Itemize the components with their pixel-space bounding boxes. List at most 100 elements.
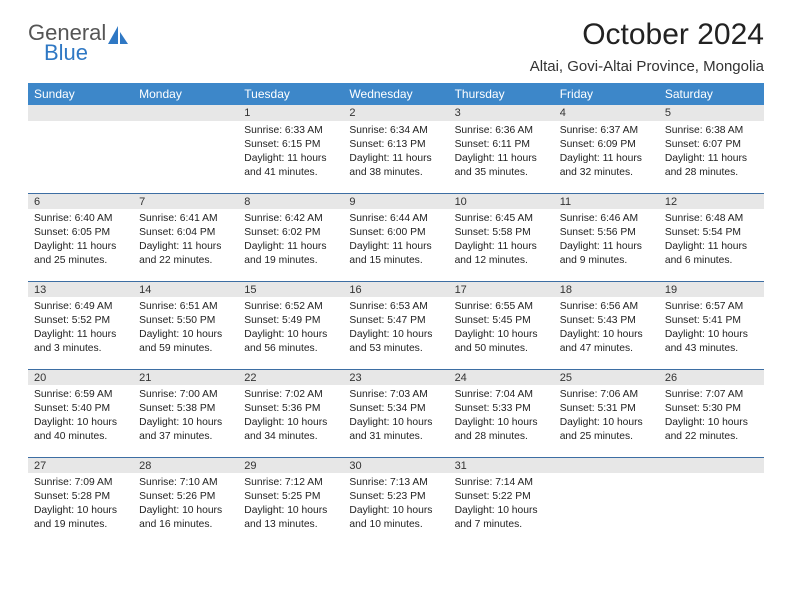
day-details: Sunrise: 6:59 AMSunset: 5:40 PMDaylight:… xyxy=(28,385,133,446)
daylight-text: Daylight: 10 hours and 59 minutes. xyxy=(139,328,232,356)
daylight-text: Daylight: 11 hours and 19 minutes. xyxy=(244,240,337,268)
day-details: Sunrise: 7:06 AMSunset: 5:31 PMDaylight:… xyxy=(554,385,659,446)
daylight-text: Daylight: 11 hours and 15 minutes. xyxy=(349,240,442,268)
sunrise-text: Sunrise: 6:55 AM xyxy=(455,300,548,314)
daylight-text: Daylight: 10 hours and 22 minutes. xyxy=(665,416,758,444)
day-number xyxy=(659,457,764,473)
calendar-day-cell: 22Sunrise: 7:02 AMSunset: 5:36 PMDayligh… xyxy=(238,369,343,457)
sunrise-text: Sunrise: 6:56 AM xyxy=(560,300,653,314)
sunrise-text: Sunrise: 6:41 AM xyxy=(139,212,232,226)
sunrise-text: Sunrise: 6:52 AM xyxy=(244,300,337,314)
daylight-text: Daylight: 10 hours and 19 minutes. xyxy=(34,504,127,532)
sunrise-text: Sunrise: 6:36 AM xyxy=(455,124,548,138)
day-details: Sunrise: 6:41 AMSunset: 6:04 PMDaylight:… xyxy=(133,209,238,270)
weekday-header: Wednesday xyxy=(343,83,448,105)
calendar-day-cell xyxy=(133,105,238,193)
title-block: October 2024 Altai, Govi-Altai Province,… xyxy=(530,18,764,75)
calendar-day-cell: 31Sunrise: 7:14 AMSunset: 5:22 PMDayligh… xyxy=(449,457,554,545)
sunset-text: Sunset: 5:25 PM xyxy=(244,490,337,504)
day-number: 24 xyxy=(449,369,554,385)
day-number: 3 xyxy=(449,105,554,121)
calendar-day-cell xyxy=(659,457,764,545)
sunrise-text: Sunrise: 6:34 AM xyxy=(349,124,442,138)
sunrise-text: Sunrise: 6:51 AM xyxy=(139,300,232,314)
daylight-text: Daylight: 11 hours and 3 minutes. xyxy=(34,328,127,356)
calendar-day-cell: 12Sunrise: 6:48 AMSunset: 5:54 PMDayligh… xyxy=(659,193,764,281)
day-details xyxy=(133,121,238,126)
day-number: 27 xyxy=(28,457,133,473)
calendar-week-row: 13Sunrise: 6:49 AMSunset: 5:52 PMDayligh… xyxy=(28,281,764,369)
day-number xyxy=(554,457,659,473)
sunrise-text: Sunrise: 6:40 AM xyxy=(34,212,127,226)
day-details: Sunrise: 6:51 AMSunset: 5:50 PMDaylight:… xyxy=(133,297,238,358)
day-number: 4 xyxy=(554,105,659,121)
day-number: 18 xyxy=(554,281,659,297)
day-details xyxy=(28,121,133,126)
sunset-text: Sunset: 5:52 PM xyxy=(34,314,127,328)
day-details: Sunrise: 7:07 AMSunset: 5:30 PMDaylight:… xyxy=(659,385,764,446)
sunrise-text: Sunrise: 7:10 AM xyxy=(139,476,232,490)
calendar-day-cell: 7Sunrise: 6:41 AMSunset: 6:04 PMDaylight… xyxy=(133,193,238,281)
sunset-text: Sunset: 5:36 PM xyxy=(244,402,337,416)
sunset-text: Sunset: 6:04 PM xyxy=(139,226,232,240)
sunset-text: Sunset: 5:58 PM xyxy=(455,226,548,240)
sunset-text: Sunset: 5:41 PM xyxy=(665,314,758,328)
day-details: Sunrise: 6:55 AMSunset: 5:45 PMDaylight:… xyxy=(449,297,554,358)
day-details: Sunrise: 6:40 AMSunset: 6:05 PMDaylight:… xyxy=(28,209,133,270)
sunset-text: Sunset: 5:50 PM xyxy=(139,314,232,328)
day-number: 11 xyxy=(554,193,659,209)
day-details: Sunrise: 6:42 AMSunset: 6:02 PMDaylight:… xyxy=(238,209,343,270)
day-details: Sunrise: 6:48 AMSunset: 5:54 PMDaylight:… xyxy=(659,209,764,270)
sunset-text: Sunset: 5:38 PM xyxy=(139,402,232,416)
day-number: 19 xyxy=(659,281,764,297)
day-details xyxy=(659,473,764,478)
weekday-header-row: Sunday Monday Tuesday Wednesday Thursday… xyxy=(28,83,764,105)
sunrise-text: Sunrise: 6:46 AM xyxy=(560,212,653,226)
calendar-day-cell: 15Sunrise: 6:52 AMSunset: 5:49 PMDayligh… xyxy=(238,281,343,369)
day-details xyxy=(554,473,659,478)
calendar-day-cell: 16Sunrise: 6:53 AMSunset: 5:47 PMDayligh… xyxy=(343,281,448,369)
sunrise-text: Sunrise: 6:49 AM xyxy=(34,300,127,314)
daylight-text: Daylight: 10 hours and 37 minutes. xyxy=(139,416,232,444)
sunset-text: Sunset: 6:09 PM xyxy=(560,138,653,152)
sunset-text: Sunset: 5:23 PM xyxy=(349,490,442,504)
day-number: 10 xyxy=(449,193,554,209)
day-number: 23 xyxy=(343,369,448,385)
day-details: Sunrise: 6:44 AMSunset: 6:00 PMDaylight:… xyxy=(343,209,448,270)
sunset-text: Sunset: 6:00 PM xyxy=(349,226,442,240)
calendar-day-cell: 3Sunrise: 6:36 AMSunset: 6:11 PMDaylight… xyxy=(449,105,554,193)
day-details: Sunrise: 6:34 AMSunset: 6:13 PMDaylight:… xyxy=(343,121,448,182)
calendar-day-cell: 6Sunrise: 6:40 AMSunset: 6:05 PMDaylight… xyxy=(28,193,133,281)
day-details: Sunrise: 6:37 AMSunset: 6:09 PMDaylight:… xyxy=(554,121,659,182)
day-details: Sunrise: 6:56 AMSunset: 5:43 PMDaylight:… xyxy=(554,297,659,358)
daylight-text: Daylight: 10 hours and 7 minutes. xyxy=(455,504,548,532)
sunset-text: Sunset: 5:22 PM xyxy=(455,490,548,504)
daylight-text: Daylight: 10 hours and 28 minutes. xyxy=(455,416,548,444)
daylight-text: Daylight: 10 hours and 25 minutes. xyxy=(560,416,653,444)
daylight-text: Daylight: 11 hours and 12 minutes. xyxy=(455,240,548,268)
calendar-day-cell: 18Sunrise: 6:56 AMSunset: 5:43 PMDayligh… xyxy=(554,281,659,369)
sunset-text: Sunset: 5:49 PM xyxy=(244,314,337,328)
calendar-week-row: 6Sunrise: 6:40 AMSunset: 6:05 PMDaylight… xyxy=(28,193,764,281)
day-details: Sunrise: 6:45 AMSunset: 5:58 PMDaylight:… xyxy=(449,209,554,270)
day-number: 17 xyxy=(449,281,554,297)
day-details: Sunrise: 7:09 AMSunset: 5:28 PMDaylight:… xyxy=(28,473,133,534)
day-details: Sunrise: 7:12 AMSunset: 5:25 PMDaylight:… xyxy=(238,473,343,534)
calendar-day-cell: 25Sunrise: 7:06 AMSunset: 5:31 PMDayligh… xyxy=(554,369,659,457)
daylight-text: Daylight: 10 hours and 16 minutes. xyxy=(139,504,232,532)
sunrise-text: Sunrise: 6:44 AM xyxy=(349,212,442,226)
day-details: Sunrise: 6:57 AMSunset: 5:41 PMDaylight:… xyxy=(659,297,764,358)
sunset-text: Sunset: 5:56 PM xyxy=(560,226,653,240)
daylight-text: Daylight: 11 hours and 9 minutes. xyxy=(560,240,653,268)
day-details: Sunrise: 6:38 AMSunset: 6:07 PMDaylight:… xyxy=(659,121,764,182)
sunrise-text: Sunrise: 6:53 AM xyxy=(349,300,442,314)
day-number: 1 xyxy=(238,105,343,121)
calendar-day-cell: 13Sunrise: 6:49 AMSunset: 5:52 PMDayligh… xyxy=(28,281,133,369)
daylight-text: Daylight: 11 hours and 6 minutes. xyxy=(665,240,758,268)
daylight-text: Daylight: 11 hours and 38 minutes. xyxy=(349,152,442,180)
daylight-text: Daylight: 10 hours and 34 minutes. xyxy=(244,416,337,444)
daylight-text: Daylight: 11 hours and 35 minutes. xyxy=(455,152,548,180)
calendar-day-cell: 2Sunrise: 6:34 AMSunset: 6:13 PMDaylight… xyxy=(343,105,448,193)
day-number: 22 xyxy=(238,369,343,385)
sunrise-text: Sunrise: 6:42 AM xyxy=(244,212,337,226)
